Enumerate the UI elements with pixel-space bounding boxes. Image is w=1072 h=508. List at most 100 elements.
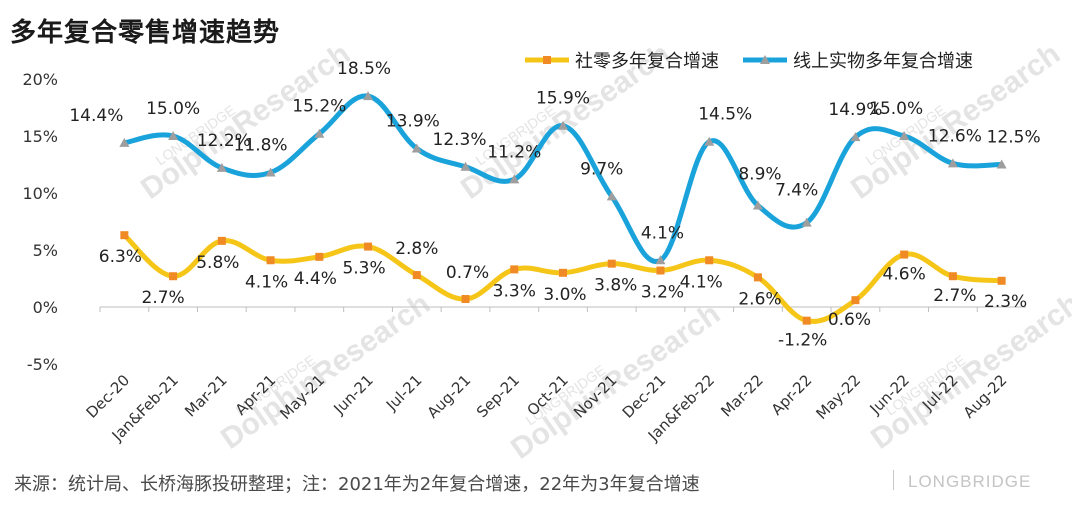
data-point — [509, 174, 520, 184]
x-tick-label: Apr-22 — [768, 371, 816, 419]
data-point — [705, 256, 714, 265]
data-label: 12.5% — [987, 128, 1041, 148]
data-point — [996, 159, 1007, 169]
chart-title: 多年复合零售增速趋势 — [10, 18, 281, 48]
data-label: 14.9% — [828, 100, 882, 120]
data-point — [461, 295, 470, 304]
data-point — [363, 91, 374, 101]
data-label: 0.7% — [446, 263, 489, 283]
data-label: 4.1% — [641, 223, 684, 243]
data-label: 4.1% — [245, 272, 288, 292]
x-tick-label: Jul-21 — [382, 371, 426, 415]
data-label: 3.2% — [641, 283, 684, 303]
data-label: 15.0% — [146, 99, 200, 119]
data-label: 15.0% — [869, 99, 923, 119]
data-labels: 6.3% 2.7% 5.8% 4.1% 4.4%5.3% 2.8% 0.7%3.3% 3.0%… — [69, 59, 1040, 351]
legend: 社零多年复合增速 线上实物多年复合增速 — [525, 51, 973, 72]
data-label: 9.7% — [580, 159, 623, 179]
data-label: 4.1% — [680, 272, 723, 292]
data-point — [314, 128, 325, 138]
legend-marker — [760, 55, 770, 64]
data-label: 7.4% — [775, 181, 818, 201]
source-note: 来源：统计局、长桥海豚投研整理；注：2021年为2年复合增速，22年为3年复合增… — [14, 474, 700, 495]
data-point — [169, 272, 178, 281]
data-point — [510, 265, 519, 274]
data-label: 4.4% — [294, 269, 337, 289]
data-label: 12.2% — [197, 131, 251, 151]
data-point — [947, 158, 958, 168]
data-point — [948, 272, 957, 281]
watermark-text: DolphinResearch — [215, 287, 436, 456]
data-point — [168, 131, 179, 140]
x-tick-label: May-22 — [812, 371, 864, 423]
markers — [119, 91, 1007, 325]
data-label: 15.2% — [292, 97, 346, 117]
data-label: 18.5% — [337, 59, 391, 79]
y-tick-label: -5% — [27, 355, 58, 374]
data-label: 0.6% — [828, 310, 871, 330]
data-label: 5.3% — [342, 259, 385, 279]
data-point — [704, 136, 715, 146]
data-point — [802, 316, 811, 325]
data-label: 12.3% — [433, 130, 487, 150]
data-point — [265, 167, 276, 177]
data-point — [801, 217, 812, 227]
data-point — [559, 268, 567, 277]
x-tick-label: Mar-22 — [717, 371, 766, 420]
data-label: 2.6% — [738, 289, 781, 309]
data-label: 14.5% — [698, 105, 752, 125]
x-tick-label: Mar-21 — [181, 371, 230, 420]
data-label: -1.2% — [778, 331, 827, 351]
data-point — [752, 200, 763, 210]
data-point — [411, 143, 422, 153]
data-label: 2.7% — [933, 286, 976, 306]
data-label: 12.6% — [928, 126, 982, 146]
data-point — [997, 276, 1006, 285]
y-tick-label: 0% — [33, 298, 58, 317]
y-tick-label: 10% — [22, 184, 58, 203]
x-tick-label: Sep-21 — [473, 371, 523, 421]
y-tick-label: 5% — [33, 241, 58, 260]
data-point — [851, 296, 860, 305]
data-label: 2.3% — [984, 292, 1027, 312]
data-point — [120, 231, 129, 240]
data-label: 5.8% — [196, 253, 239, 273]
brand-logo-text: LONGBRIDGE — [908, 472, 1032, 491]
data-point — [900, 250, 909, 259]
data-label: 13.9% — [386, 112, 440, 132]
data-point — [364, 242, 373, 251]
watermark-text: DolphinResearch — [865, 287, 1072, 456]
watermark-text: DolphinResearch — [135, 37, 356, 206]
data-label: 4.6% — [883, 265, 926, 285]
data-point — [607, 259, 616, 268]
data-point — [216, 162, 227, 172]
x-tick-label: Aug-21 — [424, 371, 475, 422]
data-point — [217, 236, 226, 245]
legend-label: 线上实物多年复合增速 — [793, 51, 973, 72]
data-label: 2.8% — [395, 239, 438, 259]
data-label: 11.8% — [234, 135, 288, 155]
data-label: 3.8% — [594, 276, 637, 296]
y-tick-label: 15% — [22, 127, 58, 146]
data-label: 11.2% — [487, 142, 541, 162]
data-point — [606, 191, 617, 201]
data-label: 2.7% — [142, 288, 185, 308]
data-point — [753, 273, 762, 282]
data-point — [460, 161, 471, 171]
data-label: 8.9% — [738, 165, 781, 185]
y-tick-label: 20% — [22, 70, 58, 89]
legend-marker — [543, 56, 551, 64]
data-point — [119, 137, 130, 147]
data-point — [412, 271, 421, 280]
data-point — [850, 132, 861, 142]
data-point — [315, 252, 324, 261]
data-point — [899, 131, 910, 140]
data-point — [656, 266, 665, 275]
data-label: 6.3% — [99, 247, 142, 267]
data-point — [558, 120, 568, 130]
legend-label: 社零多年复合增速 — [575, 51, 719, 72]
data-label: 14.4% — [69, 106, 123, 126]
series-line-1 — [121, 93, 1005, 264]
data-point — [266, 256, 275, 265]
